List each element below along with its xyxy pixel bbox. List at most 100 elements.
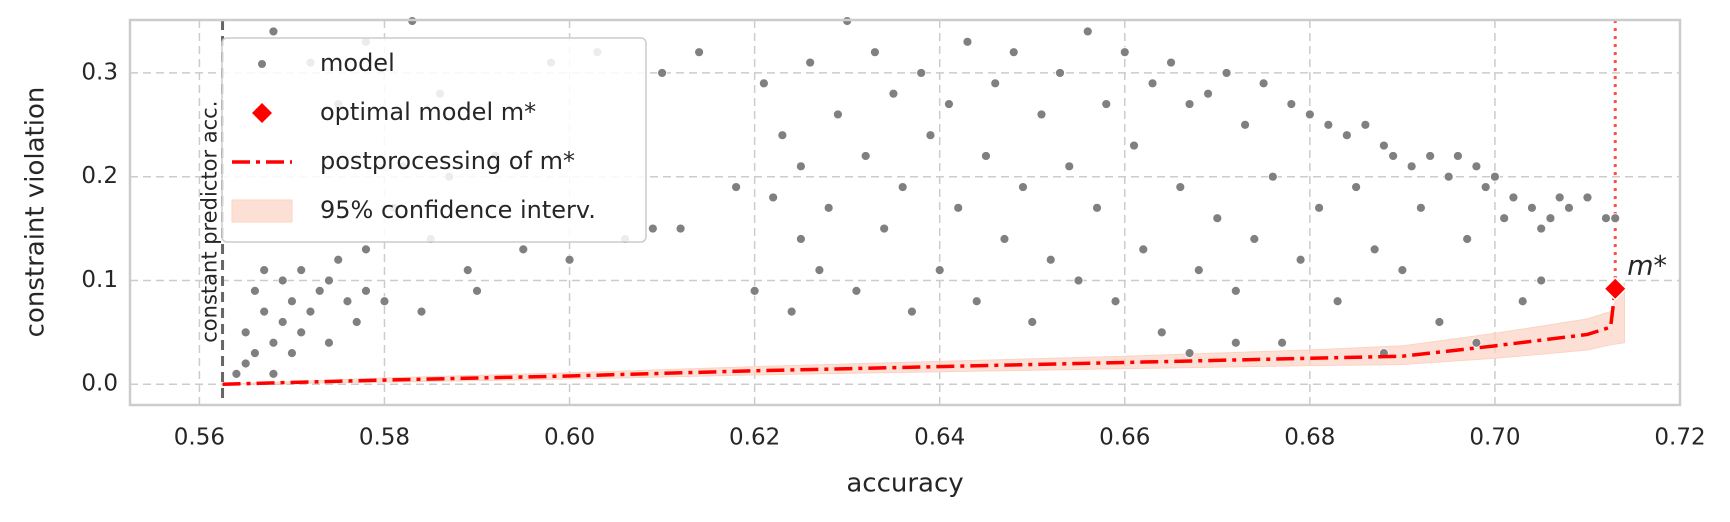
model-point	[1388, 151, 1399, 161]
model-point	[1545, 213, 1556, 224]
model-point	[1397, 265, 1408, 275]
model-point	[953, 202, 964, 213]
model-point	[277, 275, 288, 286]
model-point	[250, 348, 260, 359]
model-point	[351, 317, 362, 327]
model-point	[1156, 327, 1167, 338]
model-point	[1119, 47, 1130, 58]
model-point	[990, 78, 1001, 89]
model-point	[1212, 213, 1223, 224]
model-point	[777, 130, 788, 141]
model-point	[1499, 213, 1510, 224]
model-point	[823, 202, 834, 213]
model-point	[324, 275, 334, 286]
model-point	[749, 285, 760, 296]
model-point	[1582, 192, 1593, 203]
x-tick-label: 0.70	[1469, 425, 1520, 451]
model-point	[333, 254, 344, 265]
model-point	[944, 99, 954, 109]
model-point	[1203, 88, 1213, 99]
y-tick-label: 0.2	[81, 163, 118, 189]
model-point	[1082, 26, 1093, 37]
model-point	[564, 254, 575, 265]
legend-label: postprocessing of m*	[320, 147, 575, 175]
model-point	[240, 358, 251, 369]
model-point	[1434, 317, 1445, 327]
model-point	[277, 317, 288, 327]
model-point	[240, 327, 251, 338]
model-point	[731, 182, 742, 192]
model-point	[1166, 57, 1176, 68]
legend-label: optimal model m*	[320, 98, 536, 126]
model-point	[1443, 171, 1454, 182]
model-point	[795, 234, 806, 244]
model-point	[1471, 337, 1482, 348]
x-tick-label: 0.66	[1099, 425, 1150, 451]
postprocessing-line	[222, 288, 1617, 386]
model-point	[259, 306, 270, 317]
model-point	[518, 244, 529, 255]
model-point	[1008, 47, 1019, 58]
model-point	[1175, 182, 1186, 192]
model-point	[472, 285, 482, 296]
model-point	[786, 306, 797, 317]
model-point	[1527, 202, 1537, 213]
model-point	[1258, 78, 1269, 89]
model-point	[268, 26, 279, 37]
model-point	[305, 306, 316, 317]
model-point	[1406, 161, 1417, 172]
model-point	[268, 337, 279, 348]
legend-marker	[231, 199, 293, 223]
model-point	[805, 57, 816, 68]
model-point	[897, 182, 908, 192]
model-point	[1610, 213, 1621, 224]
model-point	[416, 306, 427, 317]
model-point	[1027, 317, 1038, 327]
legend-marker	[252, 103, 272, 123]
x-axis-label: accuracy	[846, 469, 963, 499]
confidence-band	[222, 282, 1625, 385]
legend-marker	[257, 59, 267, 69]
x-tick-label: 0.72	[1654, 425, 1705, 451]
model-point	[934, 265, 945, 275]
model-point	[231, 368, 242, 379]
model-point	[981, 151, 991, 161]
model-point	[287, 348, 297, 359]
model-point	[833, 109, 843, 120]
model-point	[1092, 202, 1102, 213]
optimal-point	[1603, 276, 1628, 301]
model-point	[907, 306, 917, 317]
model-point	[870, 47, 880, 58]
model-point	[1055, 68, 1065, 78]
model-point	[287, 296, 297, 307]
model-point	[1378, 140, 1389, 151]
model-point	[916, 68, 927, 78]
model-point	[814, 265, 825, 275]
model-point	[860, 151, 871, 161]
model-point	[1184, 99, 1195, 109]
model-point	[1415, 202, 1426, 213]
model-point	[962, 36, 973, 47]
model-point	[1314, 202, 1325, 213]
model-point	[999, 234, 1010, 244]
model-point	[795, 161, 806, 172]
model-point	[1360, 119, 1371, 130]
model-point	[1110, 296, 1121, 307]
model-point	[1332, 296, 1343, 307]
model-point	[314, 285, 325, 296]
model-point	[250, 285, 260, 296]
model-point	[1462, 234, 1473, 244]
model-point	[1045, 254, 1056, 265]
model-point	[268, 368, 279, 379]
model-point	[1304, 109, 1315, 120]
model-point	[1341, 130, 1352, 141]
model-point	[657, 68, 667, 78]
reference-label: constant predictor acc.	[198, 101, 222, 343]
model-point	[1554, 192, 1565, 203]
model-point	[361, 244, 371, 255]
model-point	[1240, 119, 1250, 130]
model-point	[1147, 78, 1158, 89]
model-point	[296, 327, 307, 338]
